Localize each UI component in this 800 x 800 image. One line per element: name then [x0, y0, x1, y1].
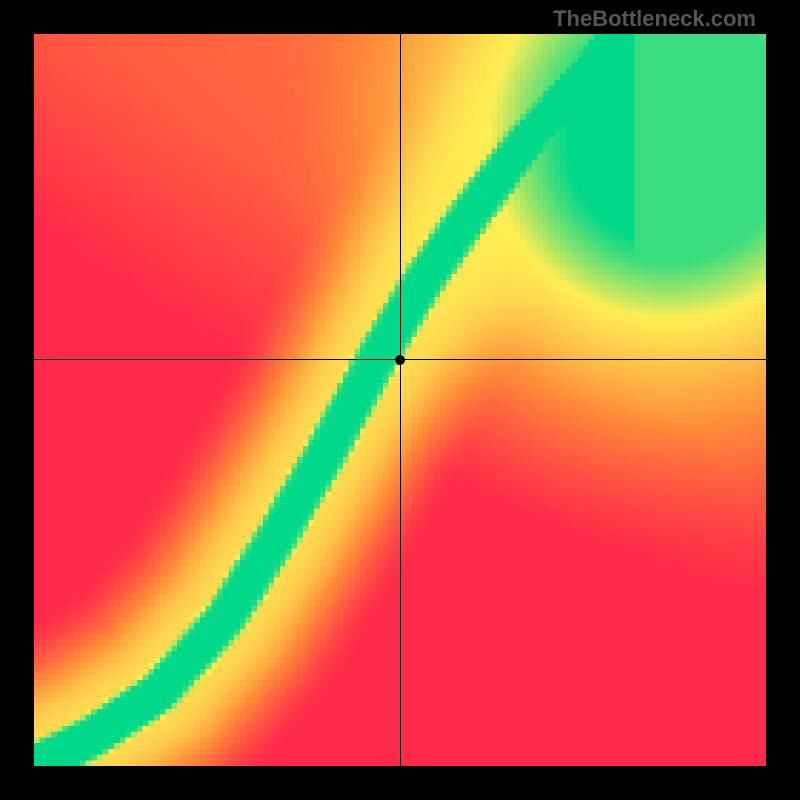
watermark-text: TheBottleneck.com — [553, 6, 756, 32]
crosshair-vertical — [400, 34, 401, 766]
chart-container: TheBottleneck.com — [0, 0, 800, 800]
marker-point — [395, 355, 405, 365]
